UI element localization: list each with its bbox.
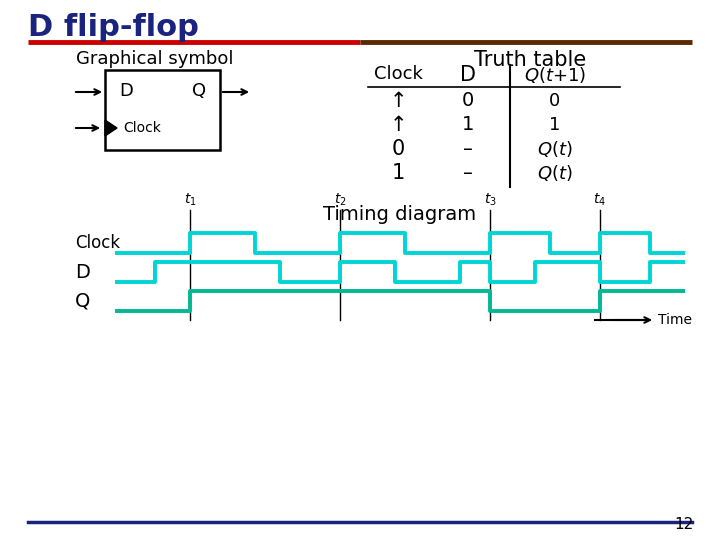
Text: –: – bbox=[463, 164, 473, 183]
Text: $t_1$: $t_1$ bbox=[184, 192, 197, 208]
Text: 0: 0 bbox=[549, 92, 561, 110]
Text: D: D bbox=[460, 65, 476, 85]
Text: Time: Time bbox=[658, 313, 692, 327]
Bar bbox=[105, 70, 220, 150]
Text: Truth table: Truth table bbox=[474, 50, 586, 70]
Text: $Q(t)$: $Q(t)$ bbox=[537, 163, 573, 183]
Text: 0: 0 bbox=[462, 91, 474, 111]
Text: ↑: ↑ bbox=[390, 91, 407, 111]
Text: Clock: Clock bbox=[75, 234, 120, 252]
Text: $t_4$: $t_4$ bbox=[593, 192, 606, 208]
Text: ↑: ↑ bbox=[390, 115, 407, 135]
Polygon shape bbox=[105, 120, 117, 136]
Text: 1: 1 bbox=[462, 116, 474, 134]
Text: 1: 1 bbox=[549, 116, 561, 134]
Text: D: D bbox=[119, 82, 133, 100]
Text: Q: Q bbox=[75, 292, 91, 310]
Text: 0: 0 bbox=[392, 139, 405, 159]
Text: D: D bbox=[75, 262, 90, 281]
Text: Clock: Clock bbox=[374, 65, 423, 83]
Text: Timing diagram: Timing diagram bbox=[323, 205, 477, 224]
Text: $t_3$: $t_3$ bbox=[484, 192, 496, 208]
Text: Clock: Clock bbox=[123, 121, 161, 135]
Text: Q: Q bbox=[192, 82, 206, 100]
Text: D flip-flop: D flip-flop bbox=[28, 13, 199, 42]
Text: $Q(t{+}1)$: $Q(t{+}1)$ bbox=[524, 65, 586, 85]
Text: –: – bbox=[463, 139, 473, 159]
Text: $Q(t)$: $Q(t)$ bbox=[537, 139, 573, 159]
Text: Graphical symbol: Graphical symbol bbox=[76, 50, 234, 68]
Text: 12: 12 bbox=[675, 517, 694, 532]
Text: $t_2$: $t_2$ bbox=[333, 192, 346, 208]
Text: 1: 1 bbox=[392, 163, 405, 183]
